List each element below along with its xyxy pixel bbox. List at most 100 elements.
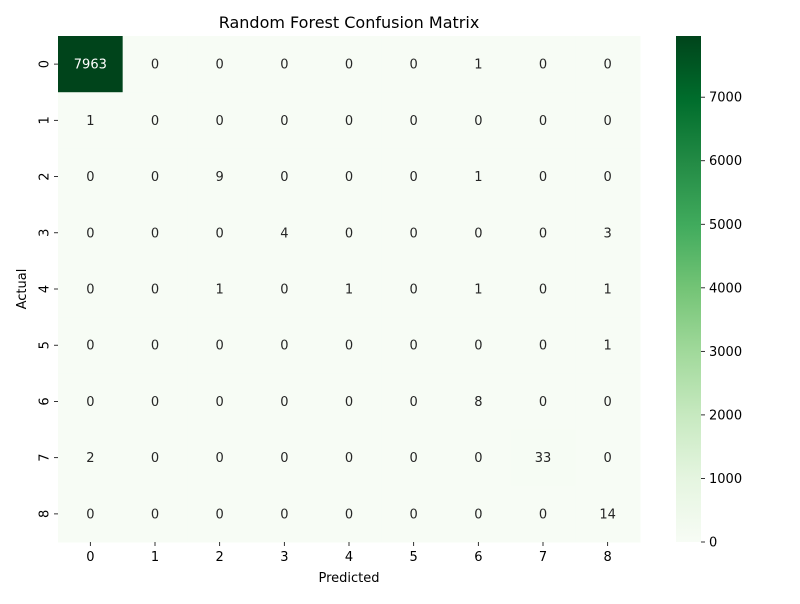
heatmap-cell (446, 92, 512, 149)
y-axis-label: Actual (15, 269, 30, 310)
cell-value-label: 0 (151, 226, 159, 241)
y-tick-label: 2 (38, 172, 53, 180)
heatmap-cell (122, 373, 188, 431)
cell-value-label: 0 (216, 226, 224, 241)
heatmap-cell (575, 92, 641, 149)
cell-value-label: 0 (216, 339, 224, 354)
y-tick-label: 7 (38, 454, 53, 462)
cell-value-label: 0 (280, 170, 288, 185)
heatmap-cell (575, 260, 641, 318)
heatmap-cell (510, 373, 576, 431)
cell-value-label: 0 (151, 58, 159, 73)
cell-value-label: 4 (280, 226, 288, 241)
heatmap-cell (575, 485, 641, 543)
heatmap-cell (187, 429, 253, 487)
colorbar-tick-label: 0 (709, 536, 717, 551)
heatmap-cell (122, 36, 188, 93)
cell-value-label: 0 (474, 507, 482, 522)
heatmap-cell (58, 485, 124, 543)
cell-value-label: 0 (474, 114, 482, 129)
x-tick-label: 3 (280, 550, 288, 565)
heatmap-cell (381, 148, 447, 206)
x-axis-label: Predicted (318, 571, 379, 586)
cell-value-label: 0 (151, 395, 159, 410)
cell-value-label: 1 (216, 283, 224, 298)
chart-title: Random Forest Confusion Matrix (219, 13, 480, 32)
heatmap-cell (510, 429, 576, 487)
y-tick-label: 4 (38, 285, 53, 293)
cell-value-label: 2 (86, 451, 94, 466)
cell-value-label: 0 (539, 170, 547, 185)
cell-value-label: 0 (151, 283, 159, 298)
heatmap-cell (58, 148, 124, 206)
heatmap-cells (58, 36, 641, 543)
heatmap-cell (187, 204, 253, 262)
heatmap-cell (510, 204, 576, 262)
colorbar-tick-label: 1000 (709, 472, 742, 487)
cell-value-label: 0 (539, 395, 547, 410)
heatmap-cell (316, 260, 382, 318)
cell-value-label: 0 (345, 170, 353, 185)
heatmap-cell (316, 92, 382, 149)
heatmap-cell (381, 260, 447, 318)
cell-value-label: 0 (86, 395, 94, 410)
cell-value-label: 0 (410, 283, 418, 298)
cell-value-label: 0 (151, 339, 159, 354)
heatmap-cell (122, 204, 188, 262)
cell-value-label: 0 (216, 58, 224, 73)
heatmap-cell (122, 429, 188, 487)
colorbar-tick-label: 5000 (709, 218, 742, 233)
x-tick-label: 6 (474, 550, 482, 565)
x-tick-label: 0 (86, 550, 94, 565)
cell-value-label: 0 (216, 395, 224, 410)
y-tick-label: 1 (38, 116, 53, 124)
heatmap-cell (122, 92, 188, 149)
heatmap-cell (446, 148, 512, 206)
x-tick-label: 1 (151, 550, 159, 565)
heatmap-cell (575, 204, 641, 262)
cell-value-label: 0 (474, 339, 482, 354)
cell-value-label: 0 (604, 114, 612, 129)
heatmap-cell (575, 373, 641, 431)
y-tick-label: 3 (38, 229, 53, 237)
cell-value-label: 0 (86, 283, 94, 298)
heatmap-cell (316, 429, 382, 487)
heatmap-cell (510, 148, 576, 206)
cell-value-label: 0 (604, 58, 612, 73)
cell-value-label: 0 (345, 451, 353, 466)
x-tick-label: 4 (345, 550, 353, 565)
heatmap-cell (187, 485, 253, 543)
cell-value-label: 0 (410, 58, 418, 73)
heatmap-cell (575, 317, 641, 374)
y-tick-label: 6 (38, 397, 53, 405)
cell-value-label: 1 (474, 58, 482, 73)
cell-value-label: 0 (280, 114, 288, 129)
cell-value-label: 0 (539, 226, 547, 241)
heatmap-cell (381, 204, 447, 262)
heatmap-cell (446, 485, 512, 543)
heatmap-cell (187, 373, 253, 431)
cell-value-label: 1 (604, 339, 612, 354)
heatmap-cell (381, 317, 447, 374)
heatmap-cell (446, 204, 512, 262)
cell-value-label: 8 (474, 395, 482, 410)
cell-value-label: 0 (410, 339, 418, 354)
cell-value-label: 0 (280, 395, 288, 410)
cell-value-label: 0 (474, 226, 482, 241)
cell-value-label: 0 (345, 58, 353, 73)
cell-value-label: 7963 (74, 58, 107, 73)
heatmap-cell (252, 373, 318, 431)
colorbar-gradient (676, 36, 701, 542)
cell-value-label: 33 (535, 451, 552, 466)
cell-value-label: 0 (216, 507, 224, 522)
heatmap-cell (187, 317, 253, 374)
cell-value-label: 0 (410, 226, 418, 241)
heatmap-cell (58, 92, 124, 149)
heatmap-cell (575, 148, 641, 206)
colorbar-tick-label: 2000 (709, 408, 742, 423)
heatmap-cell (446, 373, 512, 431)
heatmap-cell (316, 485, 382, 543)
heatmap-cell (510, 317, 576, 374)
